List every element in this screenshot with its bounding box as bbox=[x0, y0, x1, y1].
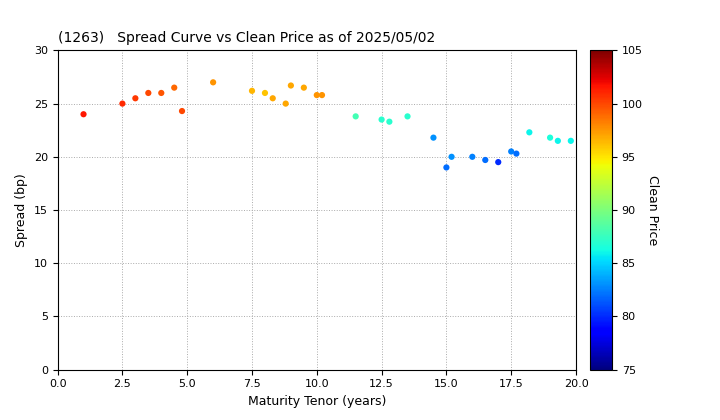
Point bbox=[176, 108, 188, 114]
X-axis label: Maturity Tenor (years): Maturity Tenor (years) bbox=[248, 395, 386, 408]
Point bbox=[246, 87, 258, 94]
Point bbox=[480, 157, 491, 163]
Point bbox=[467, 153, 478, 160]
Point bbox=[552, 137, 564, 144]
Point bbox=[259, 89, 271, 96]
Point bbox=[523, 129, 535, 136]
Point bbox=[280, 100, 292, 107]
Y-axis label: Clean Price: Clean Price bbox=[647, 175, 660, 245]
Point bbox=[446, 153, 457, 160]
Point bbox=[156, 89, 167, 96]
Point bbox=[168, 84, 180, 91]
Point bbox=[298, 84, 310, 91]
Point bbox=[544, 134, 556, 141]
Point bbox=[267, 95, 279, 102]
Point bbox=[130, 95, 141, 102]
Y-axis label: Spread (bp): Spread (bp) bbox=[15, 173, 28, 247]
Point bbox=[402, 113, 413, 120]
Point bbox=[311, 92, 323, 98]
Point bbox=[384, 118, 395, 125]
Point bbox=[441, 164, 452, 171]
Point bbox=[78, 111, 89, 118]
Point bbox=[316, 92, 328, 98]
Point bbox=[510, 150, 522, 157]
Point bbox=[428, 134, 439, 141]
Point bbox=[285, 82, 297, 89]
Text: (1263)   Spread Curve vs Clean Price as of 2025/05/02: (1263) Spread Curve vs Clean Price as of… bbox=[58, 31, 435, 45]
Point bbox=[376, 116, 387, 123]
Point bbox=[492, 159, 504, 165]
Point bbox=[143, 89, 154, 96]
Point bbox=[350, 113, 361, 120]
Point bbox=[117, 100, 128, 107]
Point bbox=[207, 79, 219, 86]
Point bbox=[505, 148, 517, 155]
Point bbox=[565, 137, 577, 144]
